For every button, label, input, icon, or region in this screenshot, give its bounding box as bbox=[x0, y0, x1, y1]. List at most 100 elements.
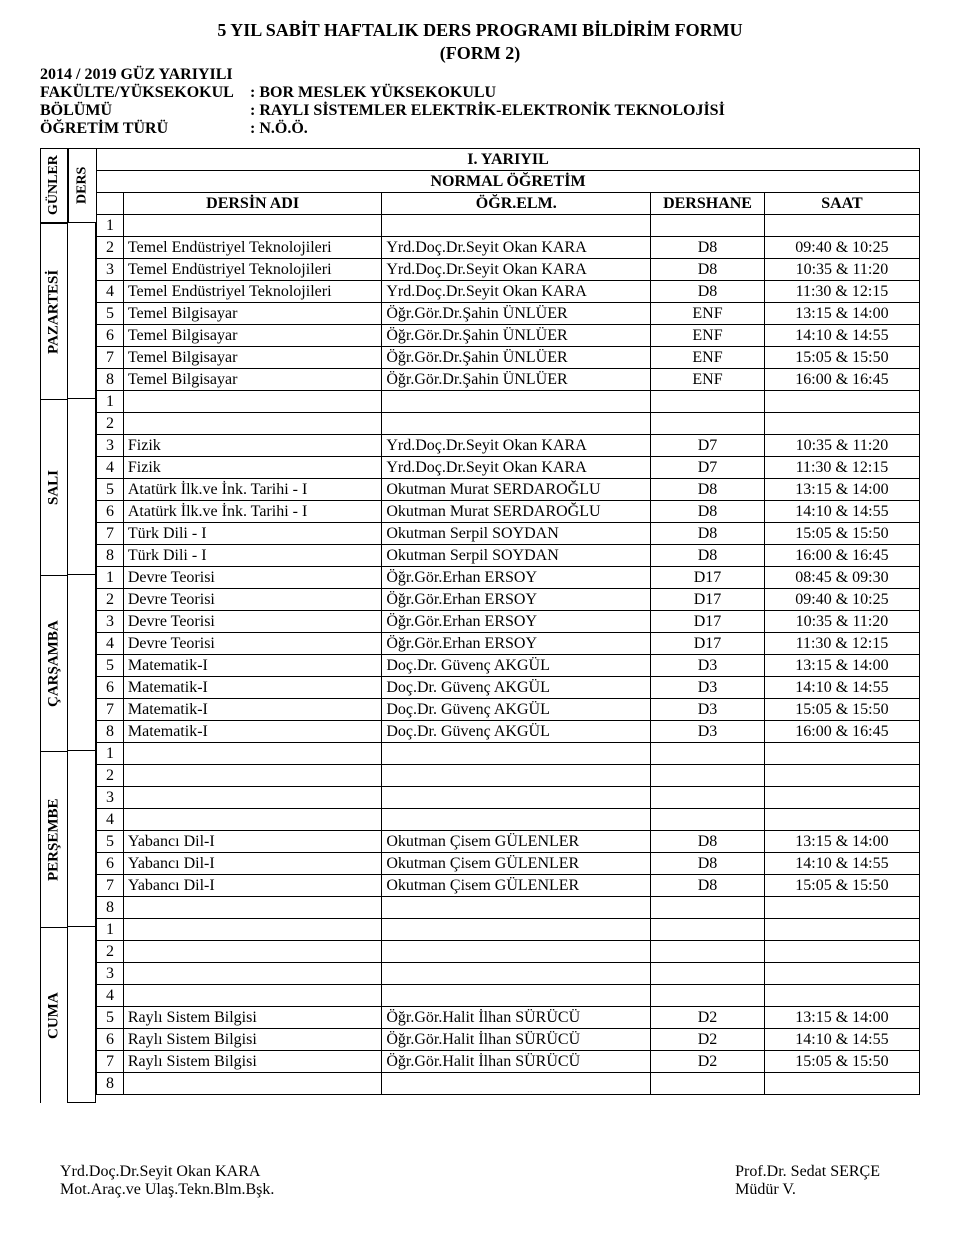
table-row: 8Matematik-IDoç.Dr. Güvenç AKGÜLD316:00 … bbox=[97, 721, 920, 743]
cell-ders: Devre Teorisi bbox=[123, 567, 381, 589]
table-row: 7Raylı Sistem BilgisiÖğr.Gör.Halit İlhan… bbox=[97, 1051, 920, 1073]
cell-saat: 13:15 & 14:00 bbox=[764, 303, 919, 325]
cell-ders bbox=[123, 985, 381, 1007]
cell-room: ENF bbox=[651, 325, 765, 347]
cell-ogr: Okutman Çisem GÜLENLER bbox=[382, 831, 651, 853]
row-number: 8 bbox=[97, 369, 124, 391]
row-number: 7 bbox=[97, 347, 124, 369]
row-number: 5 bbox=[97, 303, 124, 325]
cell-saat: 14:10 & 14:55 bbox=[764, 1029, 919, 1051]
row-number: 4 bbox=[97, 985, 124, 1007]
table-row: 4Temel Endüstriyel TeknolojileriYrd.Doç.… bbox=[97, 281, 920, 303]
cell-ogr: Okutman Çisem GÜLENLER bbox=[382, 853, 651, 875]
cell-ders: Temel Endüstriyel Teknolojileri bbox=[123, 259, 381, 281]
cell-saat bbox=[764, 413, 919, 435]
table-row: 7Temel BilgisayarÖğr.Gör.Dr.Şahin ÜNLÜER… bbox=[97, 347, 920, 369]
table-row: 7Türk Dili - IOkutman Serpil SOYDAND815:… bbox=[97, 523, 920, 545]
day-spacer bbox=[68, 223, 96, 399]
table-row: 8 bbox=[97, 897, 920, 919]
cell-ogr: Öğr.Gör.Dr.Şahin ÜNLÜER bbox=[382, 303, 651, 325]
gunler-label: GÜNLER bbox=[40, 148, 68, 223]
cell-ogr: Öğr.Gör.Dr.Şahin ÜNLÜER bbox=[382, 369, 651, 391]
cell-ogr bbox=[382, 1073, 651, 1095]
cell-ogr bbox=[382, 919, 651, 941]
cell-saat: 16:00 & 16:45 bbox=[764, 369, 919, 391]
cell-room bbox=[651, 391, 765, 413]
day-label: ÇARŞAMBA bbox=[40, 575, 68, 751]
cell-saat: 15:05 & 15:50 bbox=[764, 875, 919, 897]
row-number: 6 bbox=[97, 1029, 124, 1051]
cell-room: D7 bbox=[651, 435, 765, 457]
cell-room bbox=[651, 809, 765, 831]
cell-saat: 10:35 & 11:20 bbox=[764, 611, 919, 633]
cell-ders: Türk Dili - I bbox=[123, 545, 381, 567]
cell-ders: Raylı Sistem Bilgisi bbox=[123, 1051, 381, 1073]
cell-ders: Devre Teorisi bbox=[123, 589, 381, 611]
cell-saat: 15:05 & 15:50 bbox=[764, 699, 919, 721]
row-number: 5 bbox=[97, 1007, 124, 1029]
cell-saat bbox=[764, 985, 919, 1007]
row-number: 6 bbox=[97, 677, 124, 699]
row-number: 6 bbox=[97, 853, 124, 875]
col-saat: SAAT bbox=[764, 193, 919, 215]
row-number: 5 bbox=[97, 479, 124, 501]
cell-ders: Yabancı Dil-I bbox=[123, 853, 381, 875]
row-number: 8 bbox=[97, 897, 124, 919]
fakulte-value: : BOR MESLEK YÜKSEKOKULU bbox=[250, 84, 496, 102]
row-number: 2 bbox=[97, 765, 124, 787]
ogretim-value: : N.Ö.Ö. bbox=[250, 120, 308, 138]
row-number: 1 bbox=[97, 567, 124, 589]
day-label: CUMA bbox=[40, 927, 68, 1103]
cell-saat bbox=[764, 897, 919, 919]
yariyil-title: I. YARIYIL bbox=[97, 149, 920, 171]
cell-ders bbox=[123, 391, 381, 413]
cell-room: D17 bbox=[651, 611, 765, 633]
cell-room: D3 bbox=[651, 677, 765, 699]
cell-ogr: Öğr.Gör.Erhan ERSOY bbox=[382, 611, 651, 633]
cell-saat: 15:05 & 15:50 bbox=[764, 523, 919, 545]
cell-ders bbox=[123, 919, 381, 941]
cell-room bbox=[651, 985, 765, 1007]
day-spacer bbox=[68, 927, 96, 1103]
col-ogr-elm: ÖĞR.ELM. bbox=[382, 193, 651, 215]
cell-room bbox=[651, 919, 765, 941]
cell-room: D3 bbox=[651, 699, 765, 721]
cell-ogr bbox=[382, 391, 651, 413]
cell-ders: Atatürk İlk.ve İnk. Tarihi - I bbox=[123, 479, 381, 501]
row-number: 8 bbox=[97, 545, 124, 567]
cell-ogr bbox=[382, 897, 651, 919]
cell-ders bbox=[123, 765, 381, 787]
cell-saat: 13:15 & 14:00 bbox=[764, 831, 919, 853]
cell-room: D7 bbox=[651, 457, 765, 479]
day-spacer bbox=[68, 575, 96, 751]
cell-ogr: Okutman Serpil SOYDAN bbox=[382, 523, 651, 545]
cell-ders: Temel Bilgisayar bbox=[123, 347, 381, 369]
semester-label: 2014 / 2019 GÜZ YARIYILI bbox=[40, 66, 250, 84]
row-number: 2 bbox=[97, 413, 124, 435]
cell-saat bbox=[764, 1073, 919, 1095]
table-row: 3Temel Endüstriyel TeknolojileriYrd.Doç.… bbox=[97, 259, 920, 281]
fakulte-label: FAKÜLTE/YÜKSEKOKUL bbox=[40, 84, 250, 102]
cell-saat: 09:40 & 10:25 bbox=[764, 589, 919, 611]
cell-room bbox=[651, 413, 765, 435]
cell-room: D8 bbox=[651, 545, 765, 567]
row-number: 1 bbox=[97, 743, 124, 765]
cell-room: D8 bbox=[651, 281, 765, 303]
table-row: 3 bbox=[97, 963, 920, 985]
row-number: 3 bbox=[97, 963, 124, 985]
page-title-2: (FORM 2) bbox=[40, 43, 920, 64]
page-title-1: 5 YIL SABİT HAFTALIK DERS PROGRAMI BİLDİ… bbox=[40, 20, 920, 41]
day-spacer bbox=[68, 399, 96, 575]
cell-saat: 13:15 & 14:00 bbox=[764, 1007, 919, 1029]
cell-ogr: Doç.Dr. Güvenç AKGÜL bbox=[382, 677, 651, 699]
cell-ogr: Yrd.Doç.Dr.Seyit Okan KARA bbox=[382, 259, 651, 281]
cell-ogr bbox=[382, 787, 651, 809]
cell-room bbox=[651, 743, 765, 765]
cell-room: D8 bbox=[651, 831, 765, 853]
table-row: 5Atatürk İlk.ve İnk. Tarihi - IOkutman M… bbox=[97, 479, 920, 501]
cell-ders: Atatürk İlk.ve İnk. Tarihi - I bbox=[123, 501, 381, 523]
cell-saat: 14:10 & 14:55 bbox=[764, 677, 919, 699]
cell-ders: Temel Endüstriyel Teknolojileri bbox=[123, 281, 381, 303]
bolum-label: BÖLÜMÜ bbox=[40, 102, 250, 120]
day-label: SALI bbox=[40, 399, 68, 575]
